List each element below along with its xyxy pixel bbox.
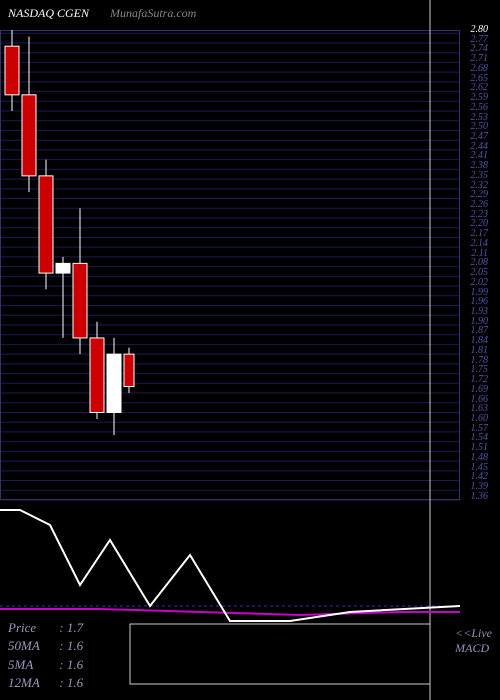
- macd-live-line2: MACD: [455, 641, 492, 655]
- chart-svg: [0, 0, 500, 700]
- info-label: 50MA: [8, 637, 56, 655]
- price-info-box: Price : 1.750MA : 1.65MA : 1.612MA : 1.6: [8, 619, 83, 692]
- info-row: Price : 1.7: [8, 619, 83, 637]
- chart-container: NASDAQ CGEN MunafaSutra.com 2.802.772.74…: [0, 0, 500, 700]
- y-axis-tick: 1.36: [471, 492, 489, 502]
- info-row: 50MA : 1.6: [8, 637, 83, 655]
- source-label: MunafaSutra.com: [110, 6, 196, 21]
- macd-live-label: <<Live MACD: [455, 626, 492, 655]
- info-value: 1.6: [67, 675, 83, 690]
- macd-live-line1: <<Live: [455, 626, 492, 640]
- info-label: 12MA: [8, 674, 56, 692]
- info-value: 1.6: [67, 638, 83, 653]
- info-row: 5MA : 1.6: [8, 656, 83, 674]
- info-row: 12MA : 1.6: [8, 674, 83, 692]
- ticker-label: NASDAQ CGEN: [8, 6, 89, 21]
- info-label: 5MA: [8, 656, 56, 674]
- info-value: 1.6: [67, 657, 83, 672]
- info-label: Price: [8, 619, 56, 637]
- info-value: 1.7: [67, 620, 83, 635]
